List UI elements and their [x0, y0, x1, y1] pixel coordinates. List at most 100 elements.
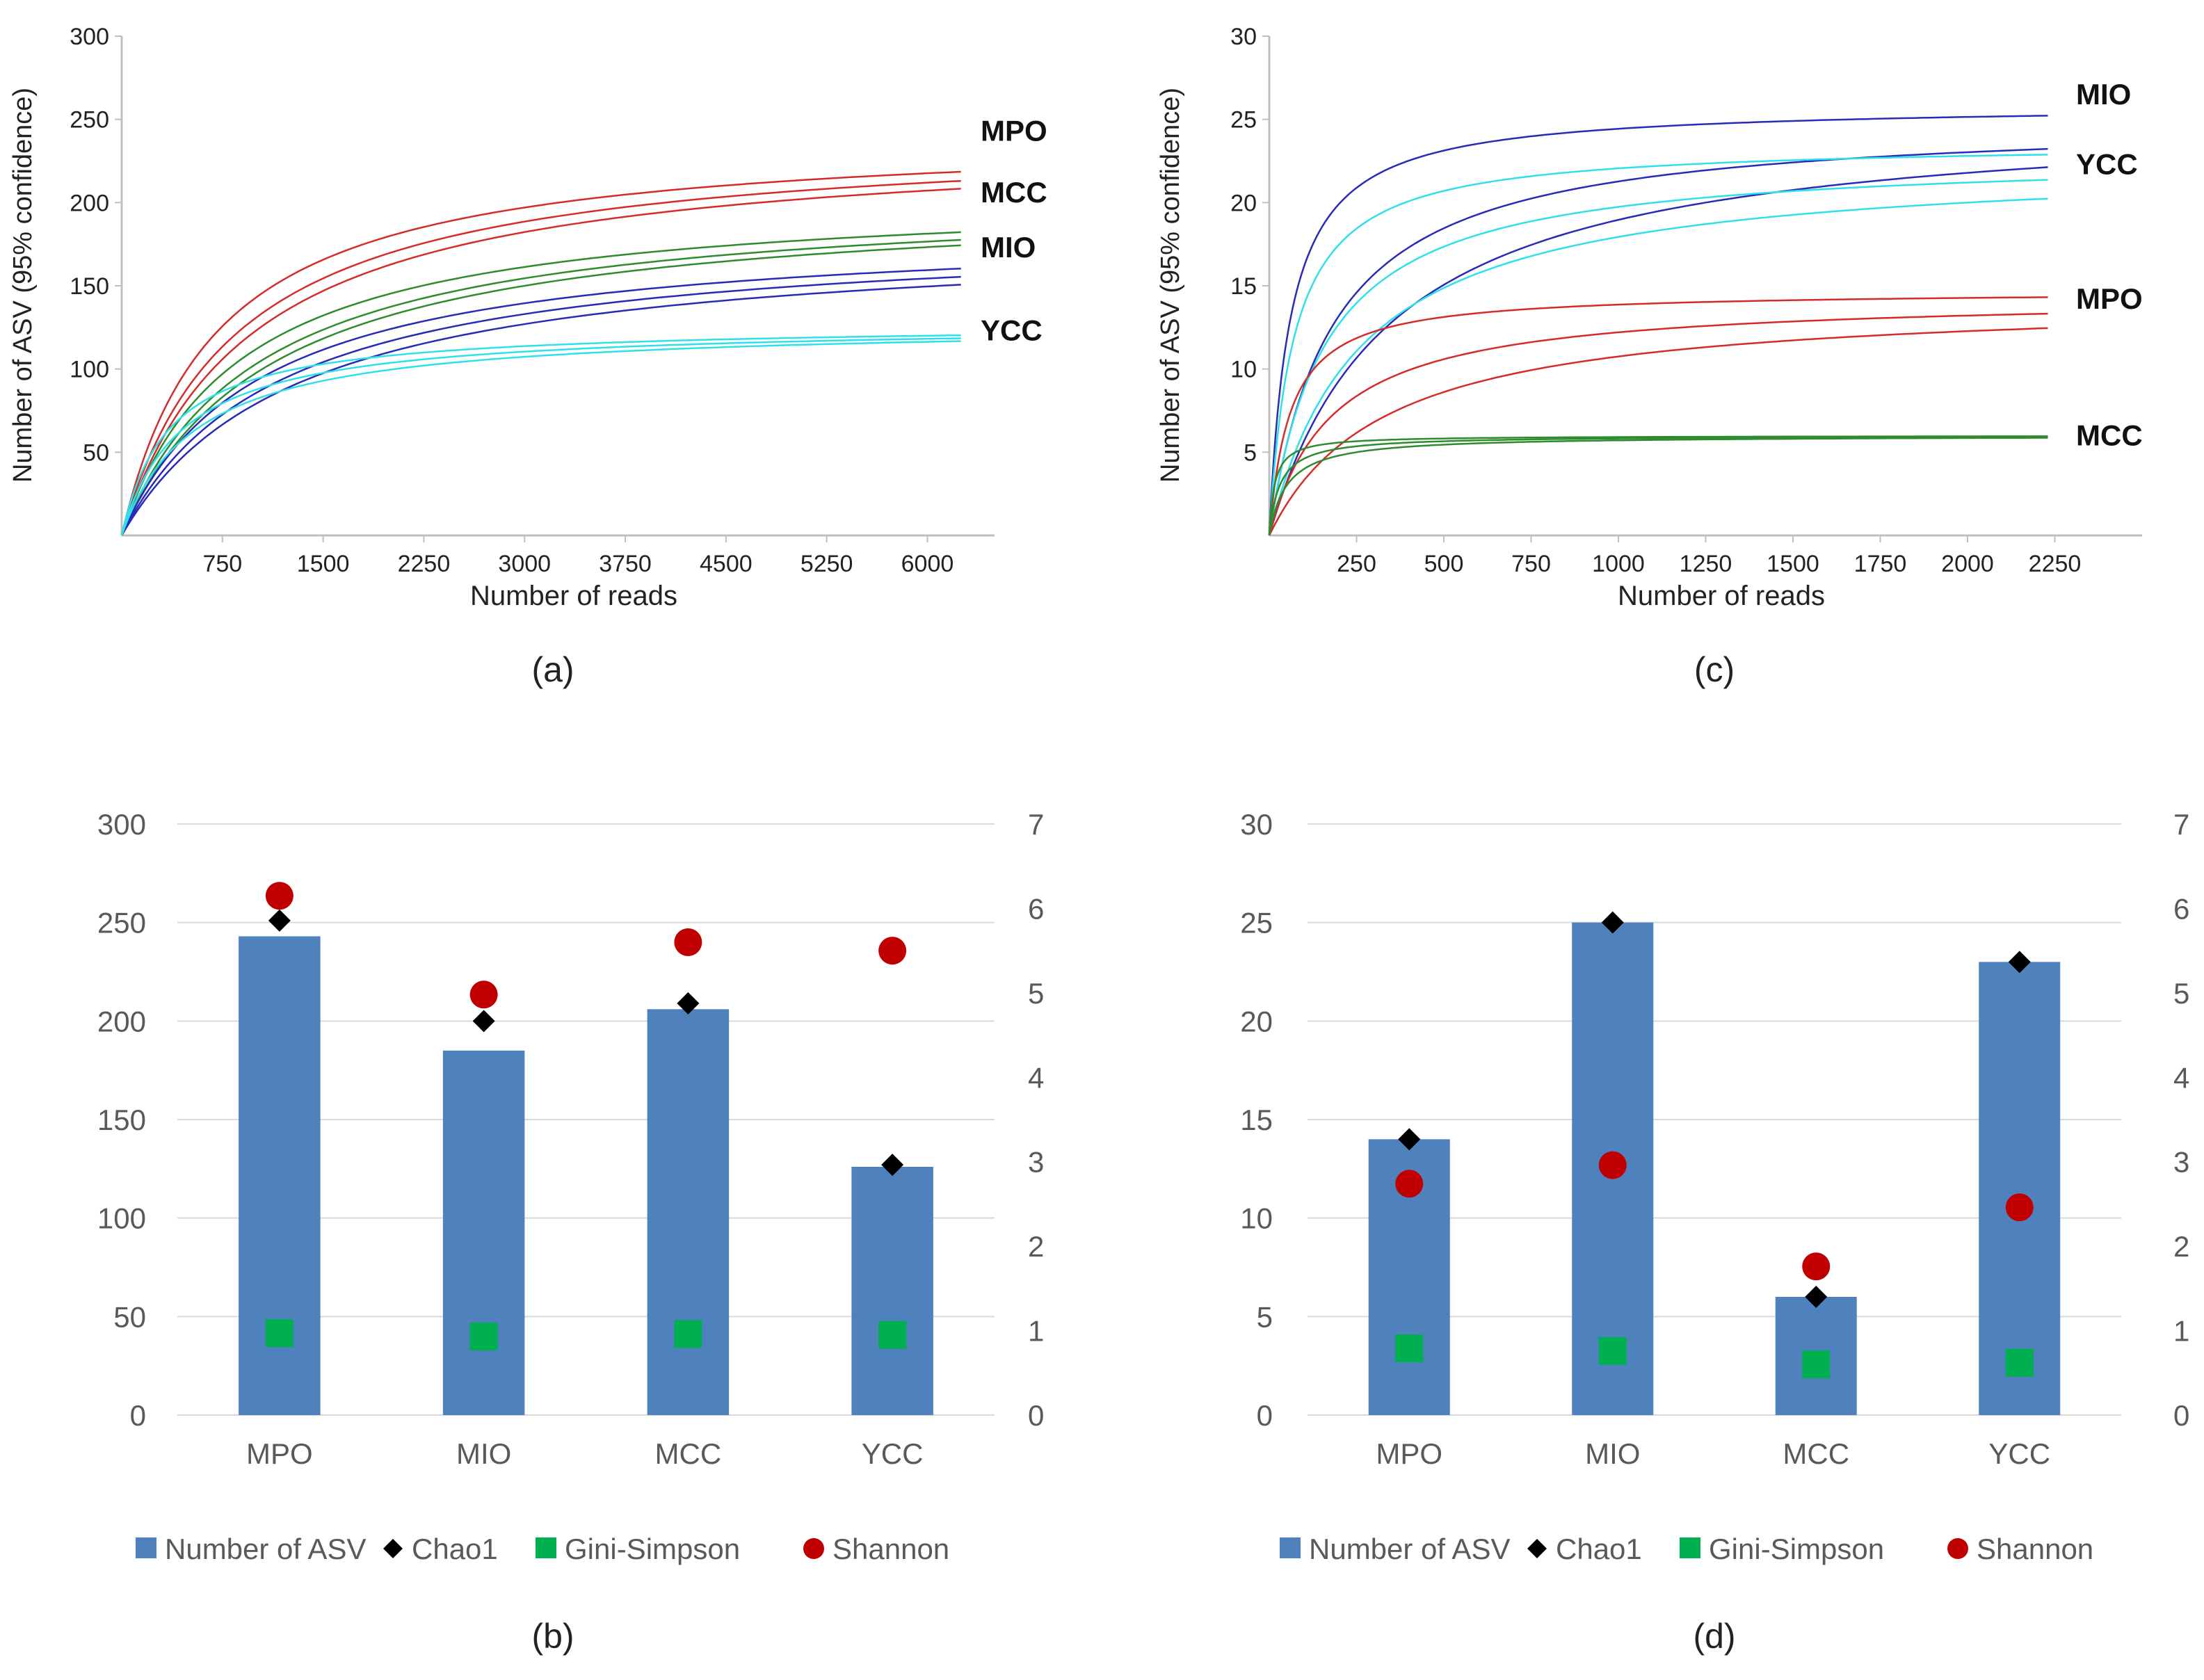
x-axis-label: Number of reads [1618, 581, 1825, 611]
marker-shannon-mcc [674, 928, 702, 956]
y2-tick-label: 1 [2173, 1315, 2189, 1348]
rarefaction-curve-mcc-3 [1268, 437, 2048, 536]
x-tick-label: 1000 [1592, 551, 1645, 577]
y-axis-label: Number of ASV (95% confidence) [8, 88, 38, 483]
marker-gini-simpson-mio [469, 1323, 498, 1351]
group-label-ycc: YCC [981, 314, 1043, 347]
y-tick-label: 250 [97, 907, 146, 939]
marker-chao1-mpo [268, 909, 291, 932]
legend-swatch-gini-simpson [536, 1537, 556, 1558]
y2-tick-label: 2 [2173, 1230, 2189, 1263]
y-tick-label: 200 [97, 1005, 146, 1037]
marker-chao1-mpo [1398, 1128, 1421, 1151]
marker-chao1-mcc [677, 992, 700, 1015]
rarefaction-curve-mio-1 [1268, 115, 2048, 536]
panel-d-diversity-chart: 0 5 10 15 20 25 30 0 1 2 3 4 5 6 7 MPO MIO MCC YCC Number o… [1240, 808, 2189, 1656]
x-tick-label: 2000 [1941, 551, 1994, 577]
marker-shannon-mcc [1802, 1252, 1831, 1281]
y2-tick-label: 1 [1028, 1315, 1044, 1348]
rarefaction-curve-mcc-2 [120, 239, 961, 536]
rarefaction-curve-mio-1 [120, 267, 961, 536]
x-tick-label: 500 [1424, 551, 1464, 577]
y-tick-label: 300 [70, 24, 109, 50]
category-label-mcc: MCC [655, 1437, 722, 1470]
panel-caption: (a) [531, 650, 574, 689]
y-tick-label: 0 [1257, 1399, 1273, 1432]
legend-label-gini-simpson: Gini-Simpson [565, 1533, 740, 1565]
y2-tick-label: 7 [2173, 808, 2189, 841]
category-label-mpo: MPO [246, 1437, 313, 1470]
legend-label-chao1: Chao1 [412, 1533, 498, 1565]
y2-tick-label: 6 [2173, 892, 2189, 925]
y-tick-label: 30 [1230, 24, 1257, 50]
marker-chao1-ycc [881, 1154, 904, 1177]
marker-gini-simpson-mpo [1395, 1334, 1424, 1363]
marker-gini-simpson-ycc [2005, 1348, 2034, 1377]
y-tick-label: 150 [70, 273, 109, 300]
rarefaction-curve-ycc-1 [1268, 154, 2048, 536]
rarefaction-curve-ycc-3 [120, 340, 961, 536]
y2-tick-label: 3 [1028, 1146, 1044, 1179]
y-tick-label: 5 [1257, 1300, 1273, 1333]
y-tick-label: 10 [1240, 1202, 1273, 1235]
y-tick-label: 100 [97, 1202, 146, 1235]
y-tick-label: 0 [130, 1399, 146, 1432]
y2-tick-label: 4 [1028, 1061, 1044, 1094]
y2-tick-label: 7 [1028, 808, 1044, 841]
group-label-mpo: MPO [981, 114, 1047, 147]
marker-gini-simpson-ycc [878, 1320, 907, 1349]
marker-gini-simpson-mcc [674, 1320, 702, 1348]
rarefaction-curve-mio-3 [120, 284, 961, 536]
marker-chao1-mio [472, 1010, 495, 1033]
group-label-mio: MIO [2076, 78, 2131, 111]
rarefaction-curve-ycc-3 [1268, 197, 2048, 536]
y-tick-label: 30 [1240, 808, 1273, 841]
y-tick-label: 50 [83, 439, 109, 466]
marker-chao1-mcc [1805, 1286, 1828, 1308]
y2-tick-label: 3 [2173, 1146, 2189, 1179]
panel-c-rarefaction-chart: 5 10 15 20 25 30 250 500 750 1000 1250 1500 1750 2000… [1156, 24, 2143, 689]
x-tick-label: 4500 [700, 551, 753, 577]
x-tick-label: 1750 [1854, 551, 1907, 577]
rarefaction-curve-mpo-2 [1268, 312, 2048, 536]
y-tick-label: 250 [70, 107, 109, 134]
y-tick-label: 200 [70, 190, 109, 216]
marker-gini-simpson-mpo [265, 1319, 293, 1348]
legend-swatch-shannon [803, 1538, 824, 1559]
category-label-ycc: YCC [862, 1437, 924, 1470]
x-tick-label: 1500 [297, 551, 350, 577]
x-tick-label: 6000 [901, 551, 954, 577]
marker-shannon-ycc [878, 937, 907, 965]
group-label-mcc: MCC [2076, 419, 2143, 451]
bar-asv-mio [442, 1050, 525, 1415]
legend-label-number-of-asv: Number of ASV [1309, 1533, 1510, 1565]
marker-shannon-mpo [1395, 1170, 1424, 1198]
x-tick-label: 3000 [498, 551, 551, 577]
x-tick-label: 3750 [599, 551, 652, 577]
bar-asv-mcc [647, 1009, 730, 1415]
y-tick-label: 5 [1244, 439, 1257, 466]
y-tick-label: 25 [1230, 107, 1257, 134]
x-tick-label: 750 [202, 551, 242, 577]
x-tick-label: 1250 [1680, 551, 1732, 577]
category-label-ycc: YCC [1988, 1437, 2050, 1470]
y2-tick-label: 6 [1028, 892, 1044, 925]
rarefaction-curve-mcc-1 [120, 231, 961, 536]
marker-shannon-mio [469, 980, 498, 1009]
y-tick-label: 20 [1230, 190, 1257, 216]
x-tick-label: 750 [1511, 551, 1551, 577]
bar-asv-ycc [1979, 962, 2061, 1415]
legend-swatch-number-of-asv [136, 1537, 156, 1558]
group-label-mpo: MPO [2076, 282, 2143, 315]
marker-shannon-ycc [2005, 1193, 2034, 1222]
rarefaction-curve-mpo-3 [120, 188, 961, 536]
legend-swatch-number-of-asv [1280, 1537, 1301, 1558]
marker-chao1-mio [1601, 911, 1624, 934]
category-label-mcc: MCC [1783, 1437, 1849, 1470]
rarefaction-curve-mpo-3 [1268, 327, 2048, 536]
y-tick-label: 10 [1230, 357, 1257, 383]
y2-tick-label: 4 [2173, 1061, 2189, 1094]
category-label-mio: MIO [456, 1437, 511, 1470]
group-label-mcc: MCC [981, 176, 1047, 209]
rarefaction-curve-mpo-2 [120, 179, 961, 536]
